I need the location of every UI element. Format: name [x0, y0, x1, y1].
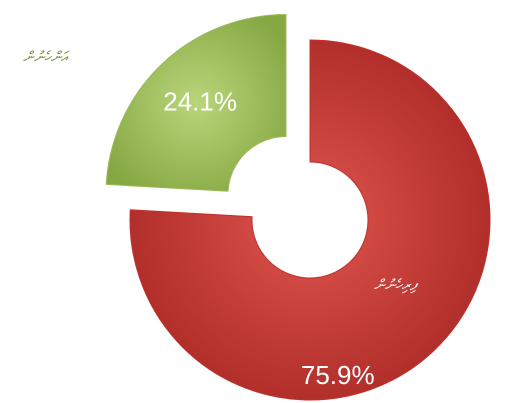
donut-slice — [129, 39, 491, 401]
data-label: 24.1% — [163, 87, 237, 117]
donut-slice — [105, 14, 287, 192]
data-label: 75.9% — [301, 360, 375, 390]
category-label: އަންހެނުން — [23, 48, 70, 66]
category-label: ފިރިހެނުން — [374, 276, 419, 294]
